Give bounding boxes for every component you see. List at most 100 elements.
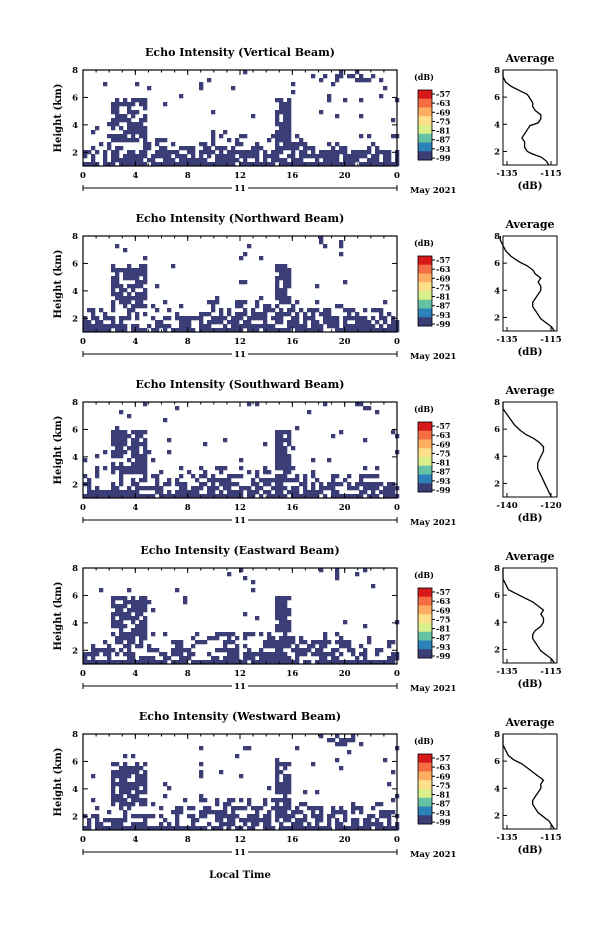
echo-cell — [283, 118, 288, 123]
echo-cell — [155, 324, 160, 329]
echo-cell — [139, 826, 144, 831]
echo-cell — [163, 632, 168, 637]
echo-cell — [375, 482, 380, 487]
echo-cell — [291, 142, 296, 147]
echo-cell — [359, 150, 364, 155]
echo-cell — [219, 478, 224, 483]
echo-cell — [291, 826, 296, 831]
echo-cell — [191, 814, 196, 819]
echo-cell — [267, 490, 272, 495]
echo-cell — [387, 656, 392, 661]
echo-cell — [287, 612, 292, 617]
echo-cell — [131, 754, 136, 759]
echo-cell — [83, 154, 88, 159]
echo-cell — [135, 798, 140, 803]
echo-cell — [351, 158, 356, 163]
echo-cell — [155, 478, 160, 483]
echo-cell — [211, 482, 216, 487]
echo-cell — [143, 826, 148, 831]
echo-cell — [239, 304, 244, 309]
echo-cell — [115, 272, 120, 277]
echo-cell — [139, 162, 144, 167]
echo-cell — [219, 810, 224, 815]
echo-cell — [291, 154, 296, 159]
echo-cell — [119, 450, 124, 455]
echo-cell — [303, 482, 308, 487]
echo-cell — [119, 288, 124, 293]
echo-cell — [131, 490, 136, 495]
echo-cell — [199, 814, 204, 819]
echo-cell — [151, 608, 156, 613]
echo-cell — [255, 660, 260, 665]
echo-cell — [167, 450, 172, 455]
x-tick-label: 0 — [394, 171, 400, 181]
echo-cell — [123, 644, 128, 649]
echo-cell — [127, 616, 132, 621]
echo-cell — [287, 134, 292, 139]
echo-cell — [215, 814, 220, 819]
x-tick-label: 0 — [394, 669, 400, 679]
echo-cell — [155, 826, 160, 831]
echo-cell — [139, 790, 144, 795]
echo-cell — [111, 490, 116, 495]
echo-cell — [307, 648, 312, 653]
echo-cell — [119, 474, 124, 479]
echo-cell — [351, 648, 356, 653]
echo-cell — [291, 486, 296, 491]
echo-cell — [267, 494, 272, 499]
month-label: May 2021 — [410, 684, 457, 694]
echo-cell — [111, 818, 116, 823]
echo-cell — [123, 130, 128, 135]
average-x-axis-label: (dB) — [518, 513, 543, 524]
y-tick-label: 6 — [72, 93, 78, 103]
echo-cell — [123, 826, 128, 831]
echo-cell — [283, 102, 288, 107]
average-y-tick-label: 4 — [494, 784, 500, 794]
echo-cell — [143, 604, 148, 609]
echo-cell — [123, 248, 128, 253]
echo-cell — [287, 300, 292, 305]
echo-cell — [99, 822, 104, 827]
echo-cell — [83, 494, 88, 499]
echo-cell — [223, 494, 228, 499]
average-x-tick-label: -135 — [496, 667, 517, 677]
echo-cell — [187, 162, 192, 167]
echo-cell — [251, 150, 256, 155]
echo-cell — [263, 814, 268, 819]
echo-cell — [251, 312, 256, 317]
echo-cell — [367, 660, 372, 665]
echo-cell — [367, 482, 372, 487]
echo-cell — [143, 628, 148, 633]
echo-cell — [143, 312, 148, 317]
average-y-tick-label: 2 — [494, 811, 500, 821]
echo-cell — [119, 766, 124, 771]
echo-cell — [91, 308, 96, 313]
echo-cell — [279, 458, 284, 463]
echo-cell — [339, 430, 344, 435]
echo-cell — [107, 648, 112, 653]
colorbar-tick-label: -75 — [436, 116, 450, 126]
echo-cell — [115, 798, 120, 803]
echo-cell — [371, 316, 376, 321]
echo-cell — [223, 810, 228, 815]
echo-cell — [283, 640, 288, 645]
echo-cell — [295, 474, 300, 479]
echo-cell — [143, 470, 148, 475]
echo-cell — [367, 328, 372, 333]
echo-cell — [287, 308, 292, 313]
echo-cell — [91, 814, 96, 819]
echo-cell — [131, 782, 136, 787]
echo-cell — [207, 150, 212, 155]
echo-cell — [191, 154, 196, 159]
echo-cell — [139, 454, 144, 459]
echo-cell — [283, 446, 288, 451]
echo-cell — [139, 430, 144, 435]
echo-cell — [143, 656, 148, 661]
echo-cell — [259, 478, 264, 483]
echo-cell — [263, 640, 268, 645]
echo-cell — [283, 288, 288, 293]
echo-cell — [279, 312, 284, 317]
average-y-tick-label: 8 — [494, 66, 500, 76]
echo-cell — [323, 640, 328, 645]
echo-cell — [215, 810, 220, 815]
